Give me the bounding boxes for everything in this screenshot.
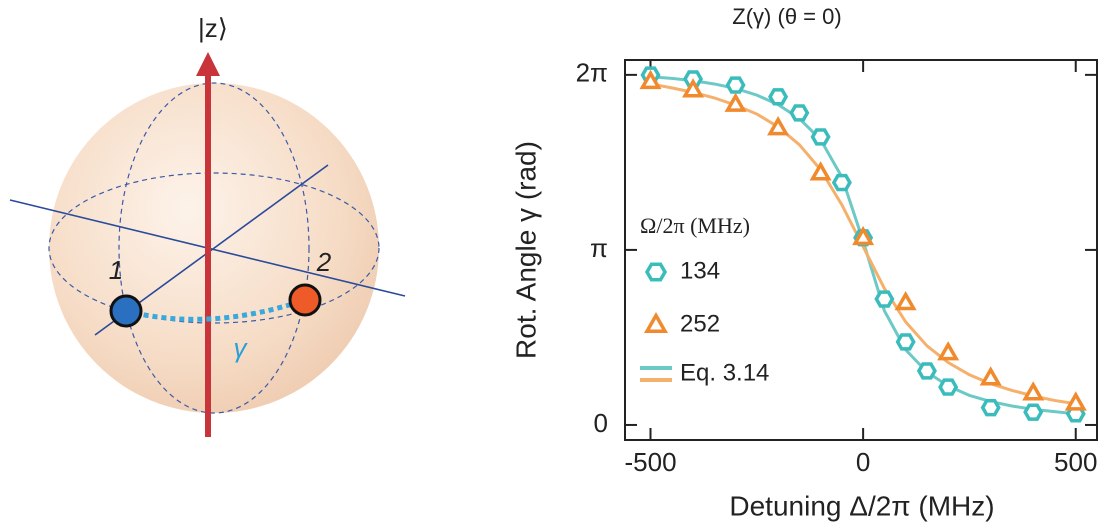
x-tick-label: -500	[624, 447, 676, 477]
bloch-sphere: |z⟩ 1 2 γ	[9, 13, 406, 437]
legend-title: Ω/2π (MHz)	[640, 213, 750, 238]
data-point	[768, 88, 789, 106]
x-axis-label: Detuning Δ/2π (MHz)	[729, 490, 994, 521]
data-point	[724, 92, 747, 112]
z-label: |z⟩	[198, 13, 228, 43]
y-tick-label: 0	[594, 408, 608, 438]
fit-line	[650, 82, 1076, 406]
legend-marker	[644, 262, 668, 282]
meridian	[118, 82, 310, 414]
equator	[48, 172, 380, 324]
angle-label: γ	[234, 333, 249, 363]
y-axis-label: Rot. Angle γ (rad)	[510, 141, 541, 359]
y-tick-label: 2π	[576, 58, 608, 88]
legend-marker	[643, 312, 669, 334]
x-tick-label: 0	[856, 447, 870, 477]
point-label: 2	[316, 247, 332, 277]
data-point	[639, 69, 662, 90]
data-point	[937, 341, 960, 361]
chart-title: Z(γ) (θ = 0)	[732, 4, 841, 29]
legend-label: 252	[680, 310, 720, 337]
data-point	[874, 290, 895, 308]
data-point	[809, 161, 832, 181]
data-point	[831, 173, 852, 192]
data-point	[789, 104, 810, 122]
x-tick-label: 500	[1054, 447, 1097, 477]
legend-label: Eq. 3.14	[680, 359, 769, 386]
data-point	[938, 378, 959, 396]
state-2	[288, 283, 322, 317]
data-point	[852, 225, 875, 246]
data-point	[682, 78, 705, 98]
data-point	[810, 128, 831, 146]
data-point	[895, 333, 916, 351]
z-arrowhead	[196, 52, 220, 76]
state-1	[109, 294, 143, 328]
data-point	[1022, 381, 1045, 401]
data-point	[979, 366, 1002, 386]
data-point	[980, 399, 1001, 417]
data-point	[1023, 403, 1044, 421]
y-tick-label: π	[590, 233, 608, 263]
rotation-arc	[125, 297, 306, 322]
data-point	[1064, 391, 1087, 411]
data-point	[916, 362, 937, 380]
legend-label: 134	[680, 257, 720, 284]
data-point	[725, 76, 746, 94]
point-label: 1	[109, 255, 123, 285]
data-point	[767, 116, 790, 136]
data-point	[894, 291, 917, 311]
